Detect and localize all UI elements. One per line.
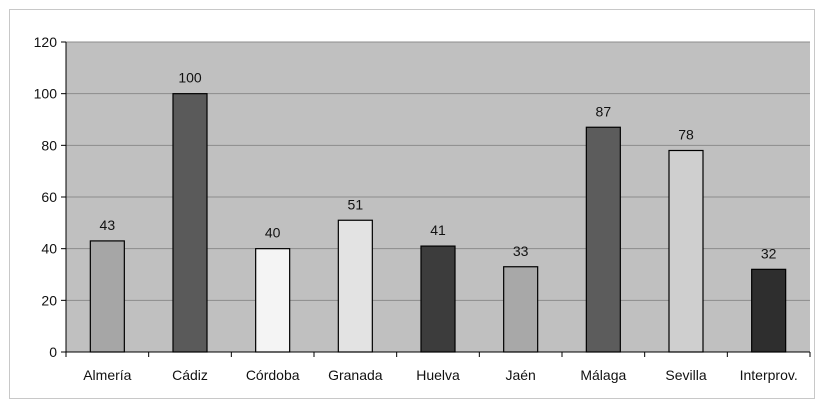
y-tick-labels: 0 20 40 60 80 100 120 — [34, 34, 58, 360]
y-tick-label: 60 — [41, 189, 57, 205]
x-tick-label: Jaén — [505, 367, 535, 383]
y-tick-label: 80 — [41, 137, 57, 153]
x-tick-labels: Almería Cádiz Córdoba Granada Huelva Jaén Mála… — [83, 367, 798, 383]
x-tick-label: Málaga — [580, 367, 626, 383]
x-tick-label: Almería — [83, 367, 131, 383]
data-label: 33 — [513, 243, 529, 259]
bar-3 — [337, 219, 373, 353]
y-tick-label: 100 — [34, 86, 58, 102]
x-tick-label: Interprov. — [740, 367, 798, 383]
y-tick-label: 0 — [49, 344, 57, 360]
data-label: 87 — [596, 103, 612, 119]
data-label: 41 — [430, 222, 446, 238]
y-tick-label: 20 — [41, 292, 57, 308]
x-tick-label: Huelva — [416, 367, 460, 383]
bar-6 — [585, 126, 621, 353]
bar-1 — [172, 93, 208, 353]
axes — [61, 41, 811, 357]
x-tick-label: Cádiz — [172, 367, 208, 383]
bar-5 — [503, 266, 539, 353]
data-label: 100 — [178, 70, 202, 86]
data-label: 78 — [678, 127, 694, 143]
x-tick-label: Sevilla — [665, 367, 706, 383]
x-tick-label: Córdoba — [246, 367, 300, 383]
y-tick-label: 120 — [34, 34, 58, 50]
x-tick-label: Granada — [328, 367, 383, 383]
data-label: 40 — [265, 225, 281, 241]
data-labels: 43 100 40 51 41 33 87 78 32 — [100, 70, 777, 262]
bar-4 — [420, 245, 456, 353]
bar-2 — [255, 248, 291, 353]
data-label: 32 — [761, 245, 777, 261]
y-tick-label: 40 — [41, 241, 57, 257]
data-label: 51 — [348, 196, 364, 212]
bar-7 — [668, 149, 704, 353]
bar-0 — [89, 240, 125, 353]
data-label: 43 — [100, 217, 116, 233]
bars — [89, 93, 787, 353]
bar-8 — [751, 268, 787, 353]
